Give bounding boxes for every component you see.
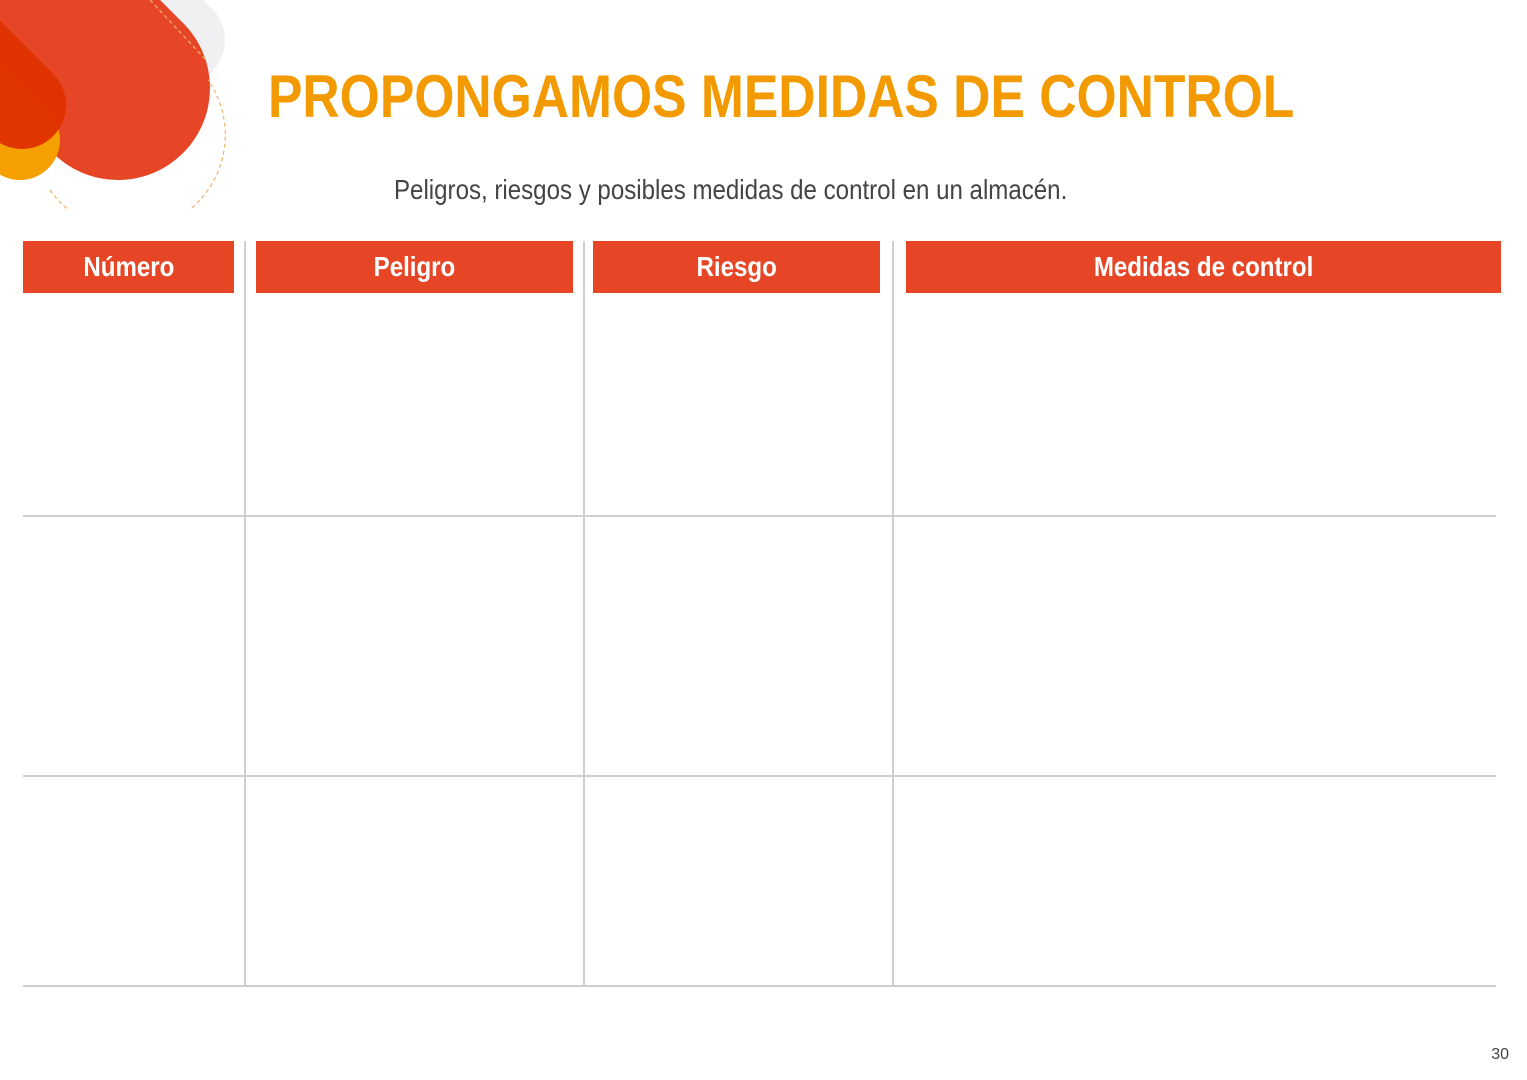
header-numero: Número	[23, 241, 234, 293]
header-label: Riesgo	[696, 251, 777, 282]
header-medidas: Medidas de control	[906, 241, 1501, 293]
column-divider	[244, 241, 246, 987]
row-divider	[23, 985, 1496, 987]
page-title: PROPONGAMOS MEDIDAS DE CONTROL	[268, 63, 1295, 130]
row-divider	[23, 775, 1496, 777]
header-peligro: Peligro	[256, 241, 573, 293]
column-divider	[583, 241, 585, 987]
header-label: Número	[82, 251, 174, 282]
header-label: Medidas de control	[1093, 251, 1314, 282]
column-divider	[892, 241, 894, 987]
page-number: 30	[1491, 1046, 1509, 1063]
header-label: Peligro	[373, 251, 456, 282]
row-divider	[23, 515, 1496, 517]
decorative-shapes	[0, 0, 226, 210]
page-subtitle: Peligros, riesgos y posibles medidas de …	[394, 174, 1068, 205]
header-riesgo: Riesgo	[593, 241, 880, 293]
